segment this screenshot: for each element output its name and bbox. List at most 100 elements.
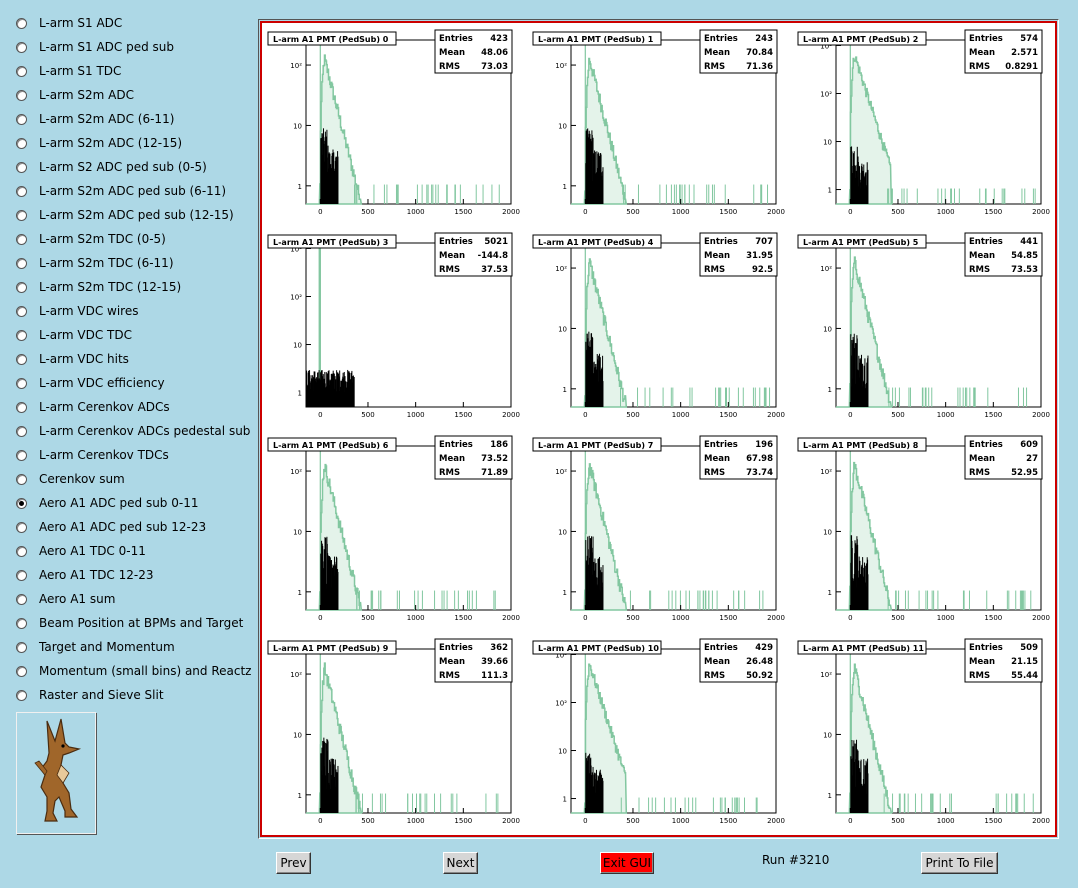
radio-option[interactable]: L-arm S1 TDC xyxy=(16,62,121,80)
radio-button[interactable] xyxy=(16,185,27,197)
radio-button[interactable] xyxy=(16,425,27,437)
radio-option[interactable]: L-arm VDC TDC xyxy=(16,326,132,344)
histogram-black-bin xyxy=(598,558,600,610)
radio-button[interactable] xyxy=(16,257,27,269)
histogram-title: L-arm A1 PMT (PedSub) 10 xyxy=(538,644,659,653)
stats-label: RMS xyxy=(439,62,460,72)
radio-option[interactable]: L-arm Cerenkov ADCs xyxy=(16,398,170,416)
radio-button[interactable] xyxy=(16,569,27,581)
histogram-black-bin xyxy=(591,775,593,813)
radio-button[interactable] xyxy=(16,617,27,629)
radio-label: L-arm Cerenkov ADCs pedestal sub xyxy=(39,424,251,438)
stats-label: RMS xyxy=(969,62,990,72)
radio-button[interactable] xyxy=(16,545,27,557)
radio-option[interactable]: L-arm S2 ADC ped sub (0-5) xyxy=(16,158,207,176)
stats-label: Entries xyxy=(439,34,473,44)
prev-button[interactable]: Prev xyxy=(276,852,311,874)
radio-button[interactable] xyxy=(16,113,27,125)
histogram-black-bin xyxy=(596,353,598,407)
radio-option[interactable]: Aero A1 ADC ped sub 12-23 xyxy=(16,518,206,536)
radio-button[interactable] xyxy=(16,41,27,53)
radio-button[interactable] xyxy=(16,449,27,461)
stats-label: Mean xyxy=(439,454,465,464)
radio-option[interactable]: Aero A1 sum xyxy=(16,590,115,608)
radio-option[interactable]: L-arm Cerenkov ADCs pedestal sub xyxy=(16,422,250,440)
radio-option[interactable]: L-arm S2m ADC (12-15) xyxy=(16,134,182,152)
x-tick-label: 500 xyxy=(626,411,639,419)
histogram-fill xyxy=(836,57,892,205)
histogram-black-bin xyxy=(602,167,604,204)
radio-button[interactable] xyxy=(16,233,27,245)
radio-option[interactable]: L-arm S2m ADC ped sub (12-15) xyxy=(16,206,234,224)
histogram-black-bin xyxy=(589,557,591,610)
radio-button[interactable] xyxy=(16,401,27,413)
radio-button[interactable] xyxy=(16,353,27,365)
histogram-black-bin xyxy=(867,574,869,610)
radio-option[interactable]: L-arm S1 ADC xyxy=(16,14,122,32)
radio-option[interactable]: L-arm S2m ADC xyxy=(16,86,134,104)
radio-button[interactable] xyxy=(16,497,27,509)
histogram-title: L-arm A1 PMT (PedSub) 2 xyxy=(803,35,918,44)
radio-option[interactable]: Raster and Sieve Slit xyxy=(16,686,164,704)
x-tick-label: 2000 xyxy=(502,817,520,825)
stats-value: 27 xyxy=(1026,454,1038,464)
run-number: Run #3210 xyxy=(762,853,830,867)
x-tick-label: 1000 xyxy=(937,614,955,622)
radio-button[interactable] xyxy=(16,161,27,173)
x-tick-label: 1000 xyxy=(672,411,690,419)
radio-option[interactable]: L-arm S2m ADC ped sub (6-11) xyxy=(16,182,226,200)
radio-button[interactable] xyxy=(16,281,27,293)
radio-option[interactable]: Momentum (small bins) and Reactz xyxy=(16,662,251,680)
radio-button[interactable] xyxy=(16,65,27,77)
y-tick-label: 1 xyxy=(563,183,567,191)
radio-button[interactable] xyxy=(16,689,27,701)
x-tick-label: 1500 xyxy=(454,208,472,216)
radio-button[interactable] xyxy=(16,641,27,653)
radio-option[interactable]: Target and Momentum xyxy=(16,638,175,656)
radio-label: Aero A1 ADC ped sub 0-11 xyxy=(39,496,199,510)
radio-option[interactable]: L-arm S2m TDC (0-5) xyxy=(16,230,166,248)
radio-button[interactable] xyxy=(16,521,27,533)
exit-gui-button[interactable]: Exit GUI xyxy=(600,852,654,874)
histogram-black-bin xyxy=(587,564,589,610)
radio-option[interactable]: L-arm S1 ADC ped sub xyxy=(16,38,174,56)
radio-option[interactable]: L-arm S2m ADC (6-11) xyxy=(16,110,174,128)
radio-button[interactable] xyxy=(16,89,27,101)
radio-button[interactable] xyxy=(16,209,27,221)
radio-option[interactable]: L-arm Cerenkov TDCs xyxy=(16,446,169,464)
stats-label: Entries xyxy=(969,440,1003,450)
stats-value: 31.95 xyxy=(746,251,773,261)
radio-button[interactable] xyxy=(16,17,27,29)
radio-button[interactable] xyxy=(16,377,27,389)
radio-option[interactable]: Aero A1 TDC 12-23 xyxy=(16,566,154,584)
radio-option[interactable]: L-arm VDC wires xyxy=(16,302,138,320)
x-tick-label: 1500 xyxy=(454,411,472,419)
histogram-black-bin xyxy=(859,768,861,813)
radio-option[interactable]: L-arm S2m TDC (6-11) xyxy=(16,254,174,272)
radio-label: Beam Position at BPMs and Target xyxy=(39,616,244,630)
radio-button[interactable] xyxy=(16,305,27,317)
radio-button[interactable] xyxy=(16,329,27,341)
histogram-curve xyxy=(306,662,363,814)
radio-option[interactable]: Cerenkov sum xyxy=(16,470,125,488)
radio-button[interactable] xyxy=(16,593,27,605)
next-button[interactable]: Next xyxy=(443,852,478,874)
radio-option[interactable]: Aero A1 ADC ped sub 0-11 xyxy=(16,494,198,512)
y-tick-label: 10² xyxy=(555,699,567,707)
histogram-black-bin xyxy=(860,759,862,813)
radio-button[interactable] xyxy=(16,473,27,485)
radio-option[interactable]: Beam Position at BPMs and Target xyxy=(16,614,243,632)
radio-option[interactable]: L-arm VDC efficiency xyxy=(16,374,165,392)
radio-label: L-arm Cerenkov ADCs xyxy=(39,400,170,414)
y-tick-label: 10³ xyxy=(820,42,832,50)
print-to-file-button[interactable]: Print To File xyxy=(921,852,998,874)
histogram-pad: 1 10 10² 0 500 1000 1500 2000 L-arm A1 PMT (PedS… xyxy=(797,435,1050,622)
radio-button[interactable] xyxy=(16,665,27,677)
radio-option[interactable]: L-arm S2m TDC (12-15) xyxy=(16,278,181,296)
radio-option[interactable]: L-arm VDC hits xyxy=(16,350,129,368)
radio-button[interactable] xyxy=(16,137,27,149)
histogram-title-box xyxy=(797,437,927,452)
y-tick-label: 10² xyxy=(290,468,302,476)
radio-option[interactable]: Aero A1 TDC 0-11 xyxy=(16,542,146,560)
histogram-pad: 1 10 10² 0 500 1000 1500 2000 L-arm A1 PMT (PedS… xyxy=(532,29,785,216)
